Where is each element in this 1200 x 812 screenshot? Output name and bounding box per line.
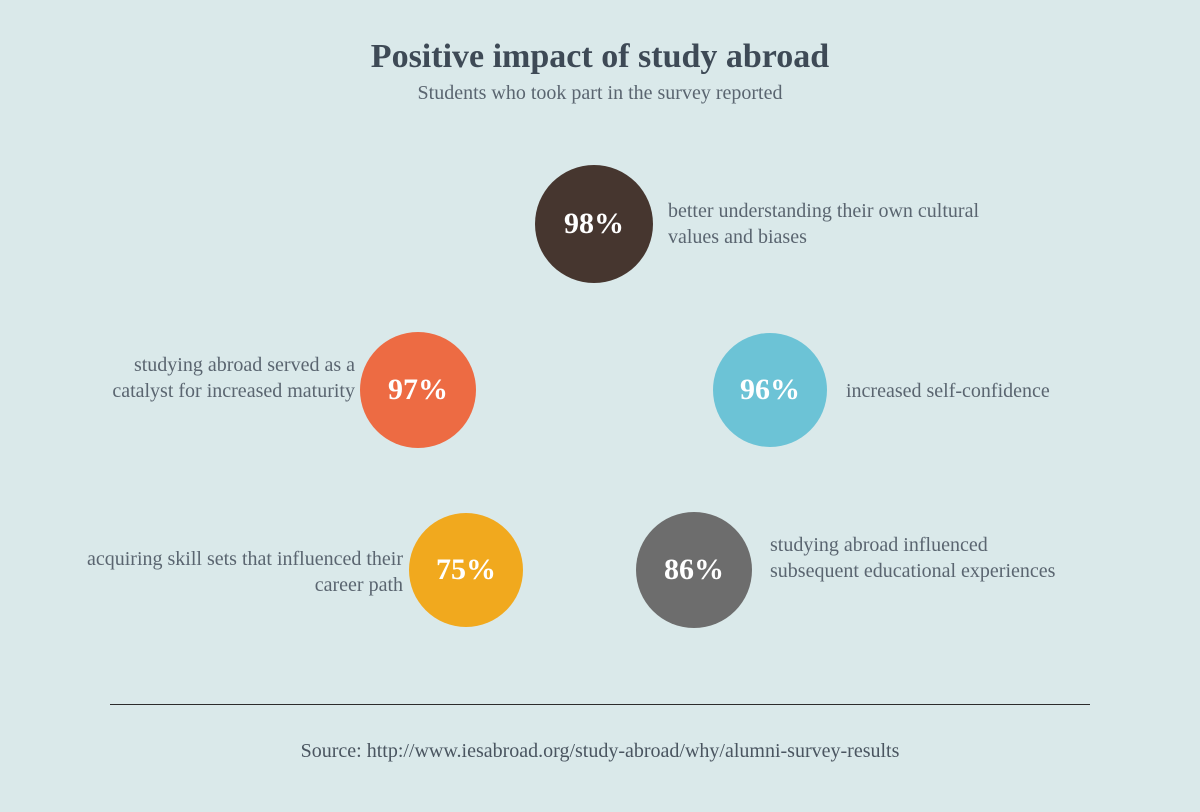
- stat-label-education-influence: studying abroad influenced subsequent ed…: [770, 532, 1060, 584]
- stat-label-career-skills: acquiring skill sets that influenced the…: [65, 546, 403, 598]
- stat-label-cultural-values: better understanding their own cultural …: [668, 198, 988, 250]
- divider-line: [110, 704, 1090, 705]
- source-citation: Source: http://www.iesabroad.org/study-a…: [0, 740, 1200, 763]
- infographic-title: Positive impact of study abroad: [0, 38, 1200, 76]
- stat-label-self-confidence: increased self-confidence: [846, 378, 1146, 404]
- stat-bubble-cultural-values: 98%: [535, 165, 653, 283]
- stat-label-maturity: studying abroad served as a catalyst for…: [85, 352, 355, 404]
- stat-bubble-education-influence: 86%: [636, 512, 752, 628]
- stat-bubble-self-confidence: 96%: [713, 333, 827, 447]
- infographic-subtitle: Students who took part in the survey rep…: [0, 82, 1200, 105]
- stat-bubble-career-skills: 75%: [409, 513, 523, 627]
- stat-bubble-maturity: 97%: [360, 332, 476, 448]
